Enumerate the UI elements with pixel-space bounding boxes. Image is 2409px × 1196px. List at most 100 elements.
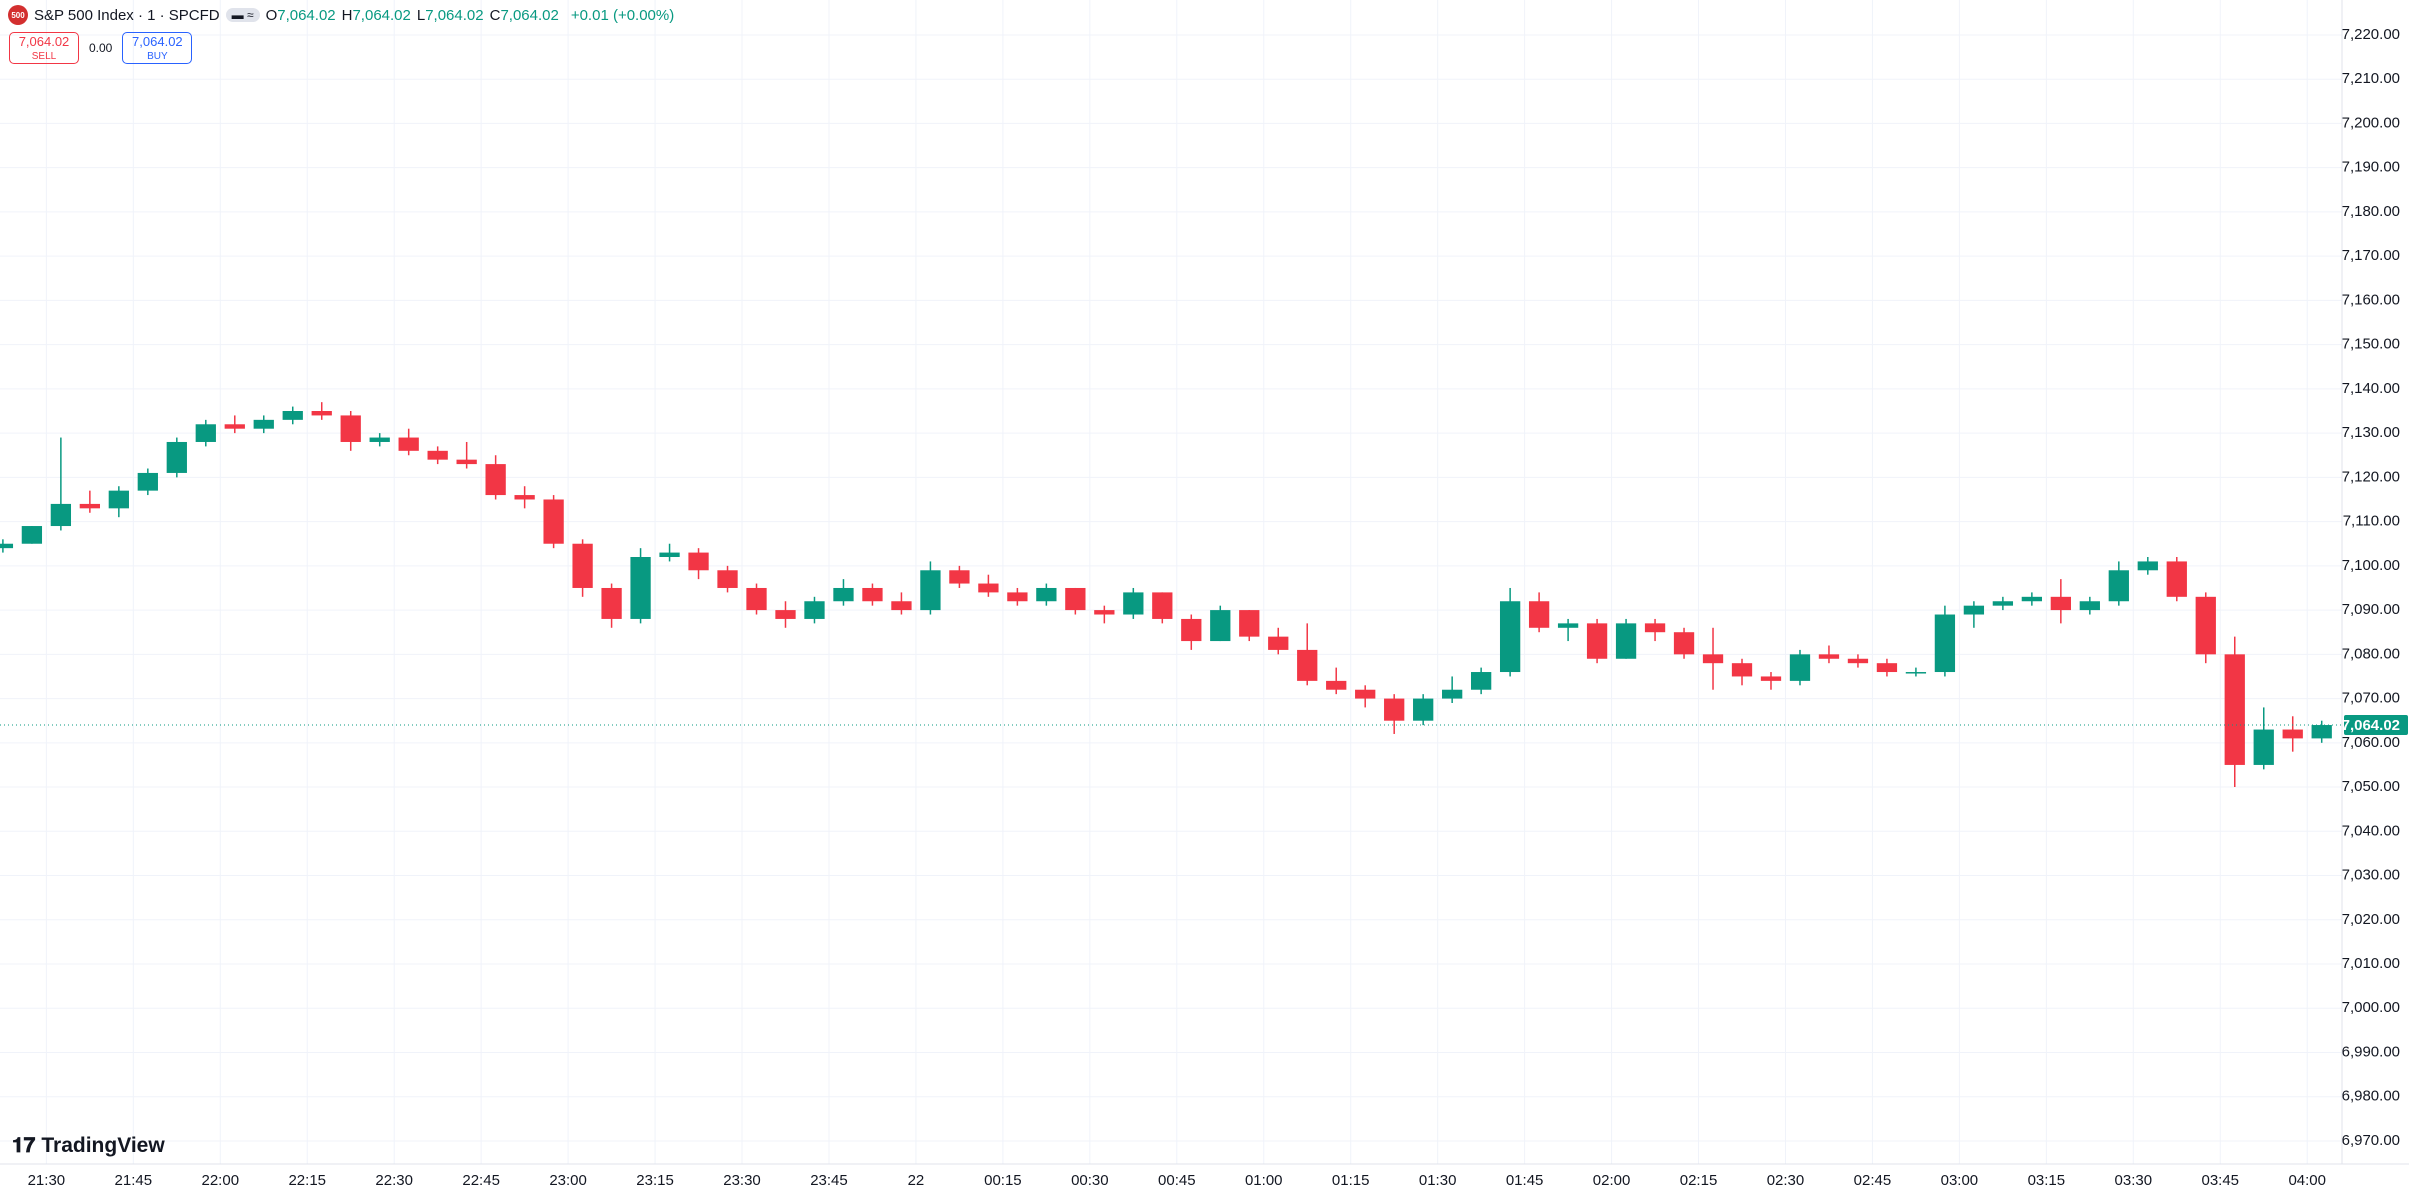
ohlc-key: C bbox=[489, 6, 501, 24]
candle-body bbox=[2021, 596, 2043, 602]
candle-body bbox=[2137, 561, 2158, 571]
mode-toggle[interactable]: ▬ ≈ bbox=[225, 8, 260, 22]
candle-body bbox=[1470, 672, 1492, 690]
x-tick-label: 21:30 bbox=[28, 1172, 66, 1189]
ohlc-value: 7,064.02 bbox=[352, 6, 411, 24]
x-tick-label: 22 bbox=[908, 1172, 925, 1189]
candle-body bbox=[137, 472, 158, 491]
candle-body bbox=[0, 543, 14, 549]
ohlc-key: L bbox=[416, 6, 426, 24]
candle-body bbox=[1963, 605, 1985, 615]
candle-body bbox=[891, 601, 912, 611]
candle-body bbox=[978, 583, 999, 593]
x-tick-label: 03:30 bbox=[2115, 1172, 2153, 1189]
change: +0.01 (+0.00%) bbox=[570, 6, 675, 24]
candle-body bbox=[195, 424, 216, 442]
x-tick-label: 01:45 bbox=[1506, 1172, 1544, 1189]
symbol[interactable]: S&P 500 Index · 1 · SPCFD bbox=[34, 6, 220, 24]
candle-body bbox=[601, 587, 622, 619]
candle-body bbox=[50, 503, 72, 527]
x-tick-label: 00:15 bbox=[984, 1172, 1022, 1189]
candle-body bbox=[311, 411, 332, 416]
candle-body bbox=[1210, 610, 1231, 642]
x-tick-label: 00:30 bbox=[1071, 1172, 1109, 1189]
candle-body bbox=[2166, 561, 2187, 597]
sell-label: SELL bbox=[31, 51, 57, 62]
candle-body bbox=[717, 570, 738, 588]
candle-body bbox=[630, 557, 651, 619]
candle-body bbox=[1152, 592, 1173, 619]
y-tick-label: 7,090.00 bbox=[2342, 601, 2400, 618]
x-tick-label: 21:45 bbox=[115, 1172, 153, 1189]
brand[interactable]: 𝟏𝟕 TradingView bbox=[12, 1134, 165, 1158]
sell-button[interactable]: 7,064.02 SELL bbox=[9, 32, 79, 64]
candle-body bbox=[833, 587, 854, 602]
candle-body bbox=[2079, 601, 2100, 611]
candle-body bbox=[1442, 689, 1463, 699]
ohlc-value: 7,064.02 bbox=[425, 6, 484, 24]
y-tick-label: 6,970.00 bbox=[2342, 1132, 2400, 1149]
x-tick-label: 01:15 bbox=[1332, 1172, 1370, 1189]
y-tick-label: 7,060.00 bbox=[2342, 734, 2400, 751]
y-tick-label: 7,170.00 bbox=[2342, 247, 2400, 264]
x-tick-label: 22:00 bbox=[202, 1172, 240, 1189]
y-tick-label: 7,110.00 bbox=[2343, 513, 2400, 530]
x-tick-label: 01:00 bbox=[1245, 1172, 1283, 1189]
candle-body bbox=[1384, 698, 1405, 721]
x-tick-label: 02:15 bbox=[1680, 1172, 1718, 1189]
candle-body bbox=[1499, 601, 1521, 673]
candle-body bbox=[1818, 654, 1840, 659]
y-tick-label: 7,120.00 bbox=[2342, 468, 2400, 485]
y-tick-label: 6,980.00 bbox=[2342, 1088, 2400, 1105]
candle-body bbox=[920, 570, 941, 611]
buy-button[interactable]: 7,064.02 BUY bbox=[122, 32, 193, 64]
candle-body bbox=[340, 415, 361, 442]
symbol-badge: 500 bbox=[8, 5, 28, 25]
candle-body bbox=[485, 464, 506, 496]
candle-body bbox=[1702, 654, 1724, 664]
y-tick-label: 7,190.00 bbox=[2342, 159, 2400, 176]
candle-body bbox=[2224, 654, 2245, 765]
candle-body bbox=[427, 450, 448, 460]
ohlc-values: O7,064.02 H7,064.02 L7,064.02 C7,064.02 bbox=[266, 7, 565, 24]
y-tick-label: 7,070.00 bbox=[2342, 690, 2400, 707]
candle-body bbox=[862, 587, 883, 602]
candle-body bbox=[1760, 676, 1782, 681]
candle-body bbox=[659, 552, 680, 558]
candle-body bbox=[79, 503, 100, 509]
candle-body bbox=[1094, 610, 1115, 615]
candle-body bbox=[2195, 596, 2216, 655]
brand-name: TradingView bbox=[41, 1134, 165, 1157]
candle-body bbox=[1615, 623, 1637, 659]
x-tick-label: 02:00 bbox=[1593, 1172, 1631, 1189]
candle-body bbox=[1065, 587, 1086, 611]
x-tick-label: 22:30 bbox=[375, 1172, 413, 1189]
y-tick-label: 7,150.00 bbox=[2342, 336, 2400, 353]
candle-body bbox=[1123, 592, 1144, 615]
candle-body bbox=[1268, 636, 1289, 650]
trade-panel: 7,064.02 SELL 0.00 7,064.02 BUY bbox=[9, 32, 193, 64]
candle-body bbox=[108, 490, 129, 509]
candle-body bbox=[1847, 658, 1869, 664]
candle-body bbox=[1673, 632, 1695, 655]
candle-body bbox=[688, 552, 709, 571]
grid bbox=[0, 0, 2342, 1164]
y-tick-label: 7,180.00 bbox=[2342, 203, 2400, 220]
y-tick-label: 7,050.00 bbox=[2342, 778, 2400, 795]
y-tick-label: 7,130.00 bbox=[2342, 424, 2400, 441]
candle-body bbox=[1876, 663, 1898, 673]
candle-body bbox=[1181, 618, 1202, 642]
candle-body bbox=[1528, 601, 1550, 628]
x-tick-label: 03:45 bbox=[2201, 1172, 2239, 1189]
candle-body bbox=[2253, 729, 2274, 765]
candle-body bbox=[282, 411, 303, 420]
candle-body bbox=[21, 526, 43, 544]
x-tick-label: 01:30 bbox=[1419, 1172, 1457, 1189]
x-tick-label: 04:00 bbox=[2288, 1172, 2326, 1189]
candle-body bbox=[1326, 680, 1347, 690]
y-tick-label: 6,990.00 bbox=[2342, 1043, 2400, 1060]
candle-body bbox=[775, 610, 796, 619]
y-tick-label: 7,010.00 bbox=[2342, 955, 2400, 972]
candle-body bbox=[1239, 610, 1260, 637]
